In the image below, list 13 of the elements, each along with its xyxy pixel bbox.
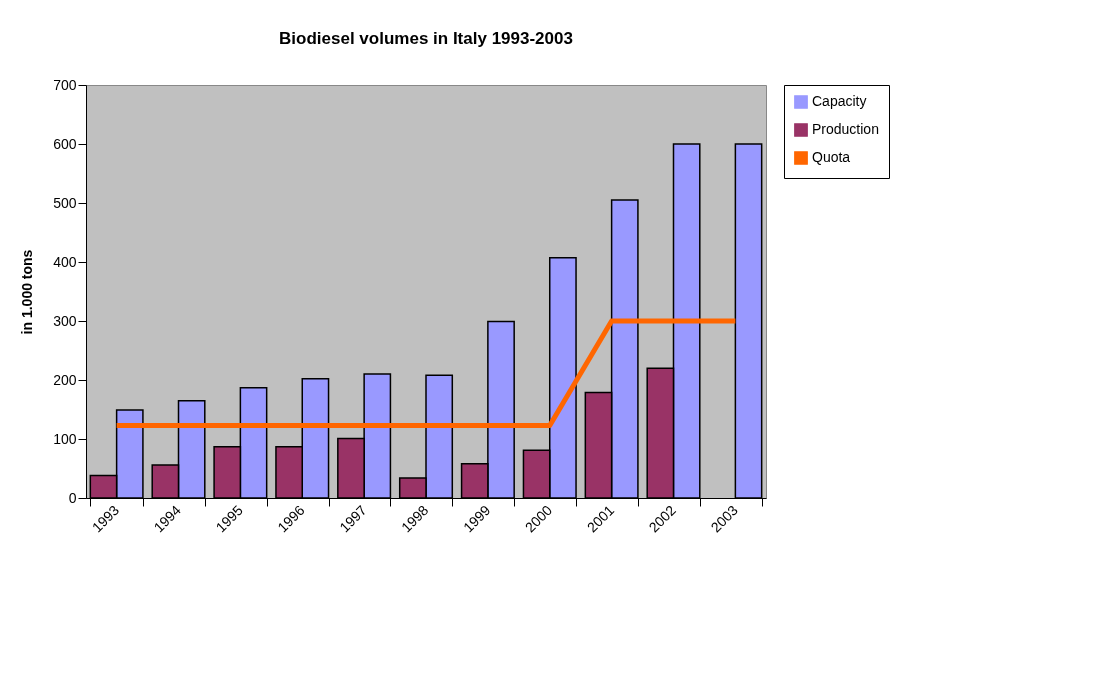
y-tick-label: 400	[53, 253, 77, 270]
y-tick-label: 100	[53, 430, 77, 447]
y-tick-label: 700	[53, 76, 77, 93]
chart-title: Biodiesel volumes in Italy 1993-2003	[279, 29, 573, 48]
legend-label: Production	[812, 121, 879, 137]
y-tick-label: 0	[68, 489, 77, 506]
y-tick-label: 300	[53, 312, 77, 329]
y-axis-title: in 1.000 tons	[19, 249, 36, 335]
legend-label: Quota	[812, 149, 851, 165]
y-tick-label: 200	[53, 371, 77, 388]
y-tick-label: 500	[53, 194, 77, 211]
legend-label: Capacity	[812, 93, 867, 109]
y-tick-label: 600	[53, 135, 77, 152]
